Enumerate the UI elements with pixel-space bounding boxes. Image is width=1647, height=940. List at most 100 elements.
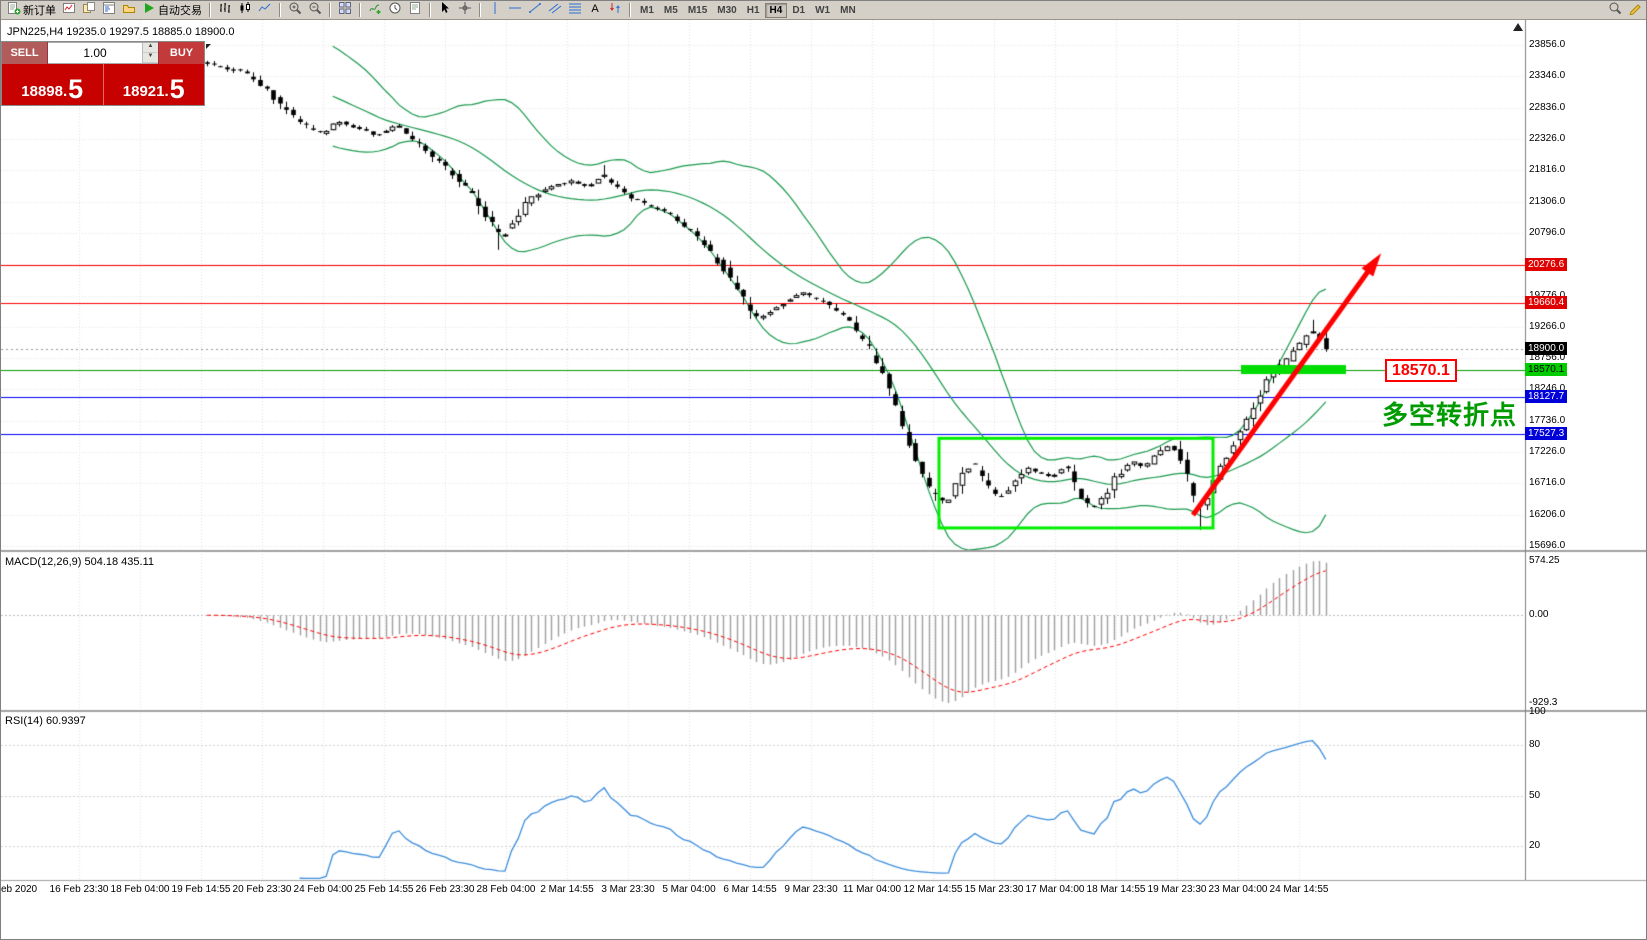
price-chart-canvas[interactable] <box>1 20 1646 939</box>
rsi-indicator-label: RSI(14) 60.9397 <box>5 715 86 727</box>
time-tick: 3 Mar 23:30 <box>601 884 655 895</box>
candles-icon <box>238 1 252 20</box>
price-tick: 21816.0 <box>1529 164 1566 176</box>
vertical-line-button[interactable] <box>485 1 505 20</box>
time-tick: 6 Mar 14:55 <box>723 884 777 895</box>
price-tick: 17226.0 <box>1529 446 1566 458</box>
ask-price[interactable]: 18921. 5 <box>104 64 205 105</box>
lot-input[interactable] <box>48 43 142 63</box>
autotrading-icon <box>142 1 156 20</box>
fibonacci-button[interactable] <box>565 1 585 20</box>
zoom-in-button[interactable] <box>285 1 305 20</box>
lot-decrease-button[interactable]: ▼ <box>143 53 158 63</box>
timeframe-button-d1[interactable]: D1 <box>792 4 806 16</box>
trendline-button[interactable] <box>525 1 545 20</box>
price-level-label[interactable]: 18570.1 <box>1385 359 1457 382</box>
timeframe-button-m5[interactable]: M5 <box>663 4 678 16</box>
hline-icon <box>508 1 522 20</box>
time-tick: 17 Mar 04:00 <box>1025 884 1085 895</box>
turning-point-annotation[interactable]: 多空转折点 <box>1382 400 1518 430</box>
one-click-collapse-icon[interactable] <box>206 44 211 49</box>
template-icon <box>408 1 422 20</box>
cursor-button[interactable] <box>435 1 455 20</box>
ask-price-main: 18921. <box>122 83 169 100</box>
timeframe-button-h4[interactable]: H4 <box>764 2 788 18</box>
time-tick: 25 Feb 14:55 <box>354 884 414 895</box>
zoom-out-button[interactable] <box>305 1 325 20</box>
equidistant-channel-button[interactable] <box>545 1 565 20</box>
chart-area[interactable]: JPN225,H4 19235.0 19297.5 18885.0 18900.… <box>1 20 1646 939</box>
time-tick: 16 Feb 23:30 <box>49 884 109 895</box>
timeframe-button-h1[interactable]: H1 <box>746 4 760 16</box>
quick-edit-button[interactable] <box>1625 1 1645 20</box>
crosshair-button[interactable] <box>455 1 475 20</box>
price-line-badge[interactable]: 18900.0 <box>1525 342 1568 356</box>
price-tick: 16206.0 <box>1529 508 1566 520</box>
bid-price[interactable]: 18898. 5 <box>2 64 104 105</box>
tile-icon <box>338 1 352 20</box>
toolbar-right-group <box>1605 1 1645 20</box>
lot-spinner: ▲ ▼ <box>142 43 158 63</box>
pencil-icon <box>1628 1 1642 20</box>
chart-title: JPN225,H4 19235.0 19297.5 18885.0 18900.… <box>7 26 235 38</box>
price-tick: 19266.0 <box>1529 320 1566 332</box>
bar-chart-button[interactable] <box>215 1 235 20</box>
horizontal-line-button[interactable] <box>505 1 525 20</box>
price-tick: 21306.0 <box>1529 195 1566 207</box>
templates-button[interactable] <box>405 1 425 20</box>
macd-tick: 0.00 <box>1529 609 1549 621</box>
toolbar-separator <box>279 3 281 17</box>
lot-increase-button[interactable]: ▲ <box>143 43 158 53</box>
trendline-icon <box>528 1 542 20</box>
chart-shift-marker-icon[interactable] <box>1513 23 1523 31</box>
cursor-icon <box>438 1 452 20</box>
lot-size-field[interactable]: ▲ ▼ <box>48 42 158 64</box>
new-chart-button[interactable] <box>59 1 79 20</box>
line-icon <box>258 1 272 20</box>
price-line-badge[interactable]: 18127.7 <box>1525 389 1568 403</box>
one-click-trading-panel: SELL ▲ ▼ BUY 18898.5 18921.5 <box>1 41 205 106</box>
timeframe-button-m30[interactable]: M30 <box>717 4 737 16</box>
market-watch-button[interactable] <box>99 1 119 20</box>
navigator-button[interactable] <box>119 1 139 20</box>
price-tick: 22326.0 <box>1529 132 1566 144</box>
bid-price-fraction: 5 <box>68 74 84 104</box>
channel-icon <box>548 1 562 20</box>
line-chart-button[interactable] <box>255 1 275 20</box>
time-tick: 5 Mar 04:00 <box>662 884 716 895</box>
sell-button[interactable]: SELL <box>2 42 48 64</box>
toolbar: 新订单 自动交易 A M1 M5 M15 M30 H1 H4 D1 W1 MN <box>1 1 1646 20</box>
buy-button[interactable]: BUY <box>158 42 204 64</box>
zoom-in-icon <box>288 1 302 20</box>
tile-windows-button[interactable] <box>335 1 355 20</box>
profiles-button[interactable] <box>79 1 99 20</box>
price-tick: 20796.0 <box>1529 226 1566 238</box>
timeframe-button-m15[interactable]: M15 <box>687 4 708 16</box>
price-line-badge[interactable]: 18570.1 <box>1525 362 1568 376</box>
timeframe-button-w1[interactable]: W1 <box>815 4 831 16</box>
indicators-button[interactable] <box>365 1 385 20</box>
time-tick: 18 Mar 14:55 <box>1086 884 1146 895</box>
text-label-button[interactable]: A <box>585 1 605 20</box>
toolbar-separator <box>329 3 331 17</box>
time-tick: 19 Mar 23:30 <box>1147 884 1207 895</box>
bars-icon <box>218 1 232 20</box>
periods-button[interactable] <box>385 1 405 20</box>
price-line-badge[interactable]: 17527.3 <box>1525 426 1568 440</box>
arrow-objects-button[interactable] <box>605 1 625 20</box>
price-tick: 15696.0 <box>1529 540 1566 551</box>
search-button[interactable] <box>1605 1 1625 20</box>
price-line-badge[interactable]: 20276.6 <box>1525 257 1568 271</box>
zoom-out-icon <box>308 1 322 20</box>
ask-price-fraction: 5 <box>169 74 185 104</box>
period-icon <box>388 1 402 20</box>
price-line-badge[interactable]: 19660.4 <box>1525 295 1568 309</box>
timeframe-button-mn[interactable]: MN <box>840 4 856 16</box>
rsi-tick: 100 <box>1529 706 1546 717</box>
new-order-button[interactable]: 新订单 <box>4 1 59 20</box>
candlestick-chart-button[interactable] <box>235 1 255 20</box>
timeframe-button-m1[interactable]: M1 <box>640 4 654 16</box>
autotrading-button[interactable]: 自动交易 <box>139 1 205 20</box>
new-order-button-label: 新订单 <box>23 5 56 17</box>
